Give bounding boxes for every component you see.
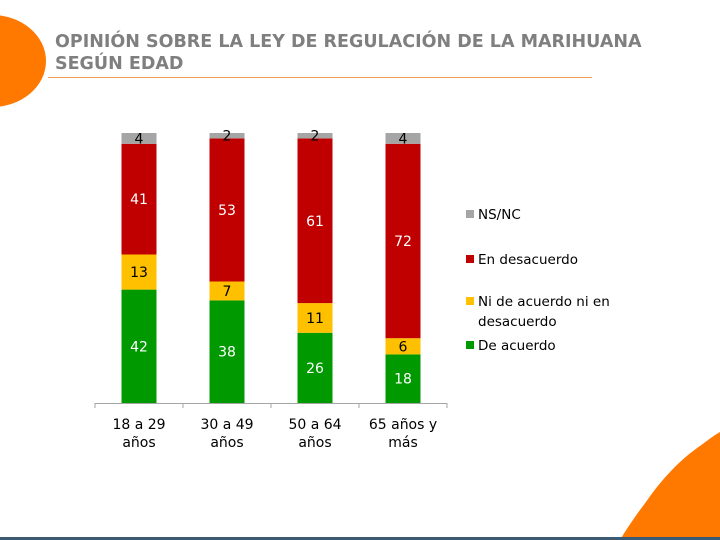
legend-item: Ni de acuerdo ni en desacuerdo: [466, 292, 610, 332]
category-label: 30 a 49: [200, 417, 253, 433]
page-title: OPINIÓN SOBRE LA LEY DE REGULACIÓN DE LA…: [55, 31, 642, 75]
category-label: 18 a 29: [112, 417, 165, 433]
bar-segment-de-acuerdo-2: [209, 300, 245, 403]
data-label: 38: [218, 345, 236, 361]
legend-label: De acuerdo: [478, 338, 556, 354]
data-label: 13: [130, 265, 148, 281]
bar-segment-en-desacuerdo-1: [121, 143, 157, 255]
legend-label: NS/NC: [478, 207, 521, 223]
legend-item: De acuerdo: [466, 336, 556, 356]
bar-segment-ns-nc-1: [121, 133, 157, 144]
title-line-1: OPINIÓN SOBRE LA LEY DE REGULACIÓN DE LA…: [55, 32, 642, 52]
legend-swatch: [466, 341, 474, 349]
x-axis: [94, 403, 448, 408]
category-label: años: [298, 435, 331, 451]
bar-segment-en-desacuerdo-2: [209, 138, 245, 282]
bar-segment-ns-nc-4: [385, 133, 421, 144]
data-label: 7: [223, 284, 232, 300]
bar-segment-ns-nc-3: [297, 133, 333, 139]
data-label: 41: [130, 192, 148, 208]
bar-segment-de-acuerdo-1: [121, 289, 157, 403]
data-label: 2: [223, 129, 232, 145]
bar-segment-ni-de-acuerdo-ni-en-desacuerdo-4: [385, 338, 421, 355]
legend-swatch: [466, 297, 474, 305]
bar-segment-de-acuerdo-4: [385, 354, 421, 403]
title-line-2: SEGÚN EDAD: [55, 54, 184, 74]
bar-segment-ns-nc-2: [209, 133, 245, 139]
bar-segment-de-acuerdo-3: [297, 332, 333, 403]
legend-label: desacuerdo: [478, 314, 557, 330]
category-label: 65 años y: [369, 417, 437, 433]
data-label: 42: [130, 339, 148, 355]
category-labels: 18 a 29 años 30 a 49 años 50 a 64 años 65 años…: [112, 417, 437, 451]
category-label: 50 a 64: [288, 417, 341, 433]
legend-item: NS/NC: [466, 205, 521, 225]
bottom-border: [0, 537, 720, 540]
bar-segment-en-desacuerdo-4: [385, 143, 421, 339]
bar-segment-ni-de-acuerdo-ni-en-desacuerdo-2: [209, 281, 245, 301]
legend-swatch: [466, 210, 474, 218]
category-label: años: [210, 435, 243, 451]
bar-segment-ni-de-acuerdo-ni-en-desacuerdo-3: [297, 303, 333, 333]
bar-segment-ni-de-acuerdo-ni-en-desacuerdo-1: [121, 254, 157, 290]
category-label: años: [122, 435, 155, 451]
data-label: 2: [311, 129, 320, 145]
data-label: 18: [394, 372, 412, 388]
bar-segment-en-desacuerdo-3: [297, 138, 333, 304]
title-underline: [48, 77, 592, 78]
data-label: 11: [306, 311, 324, 327]
data-label: 4: [135, 131, 144, 147]
legend-label: En desacuerdo: [478, 252, 578, 268]
legend-swatch: [466, 255, 474, 263]
legend-item: En desacuerdo: [466, 250, 578, 270]
bars-group: 42 13 41 4 38 7 53 2 26 11 61 2 18 6 72 4: [121, 129, 421, 403]
data-label: 6: [399, 339, 408, 355]
data-label: 61: [306, 214, 324, 230]
data-label: 4: [399, 131, 408, 147]
data-label: 26: [306, 361, 324, 377]
decorative-orange-swoosh-thin: [624, 438, 713, 540]
data-label: 72: [394, 234, 412, 250]
category-label: más: [388, 435, 418, 451]
legend-label: Ni de acuerdo ni en: [478, 294, 610, 310]
data-label: 53: [218, 203, 236, 219]
